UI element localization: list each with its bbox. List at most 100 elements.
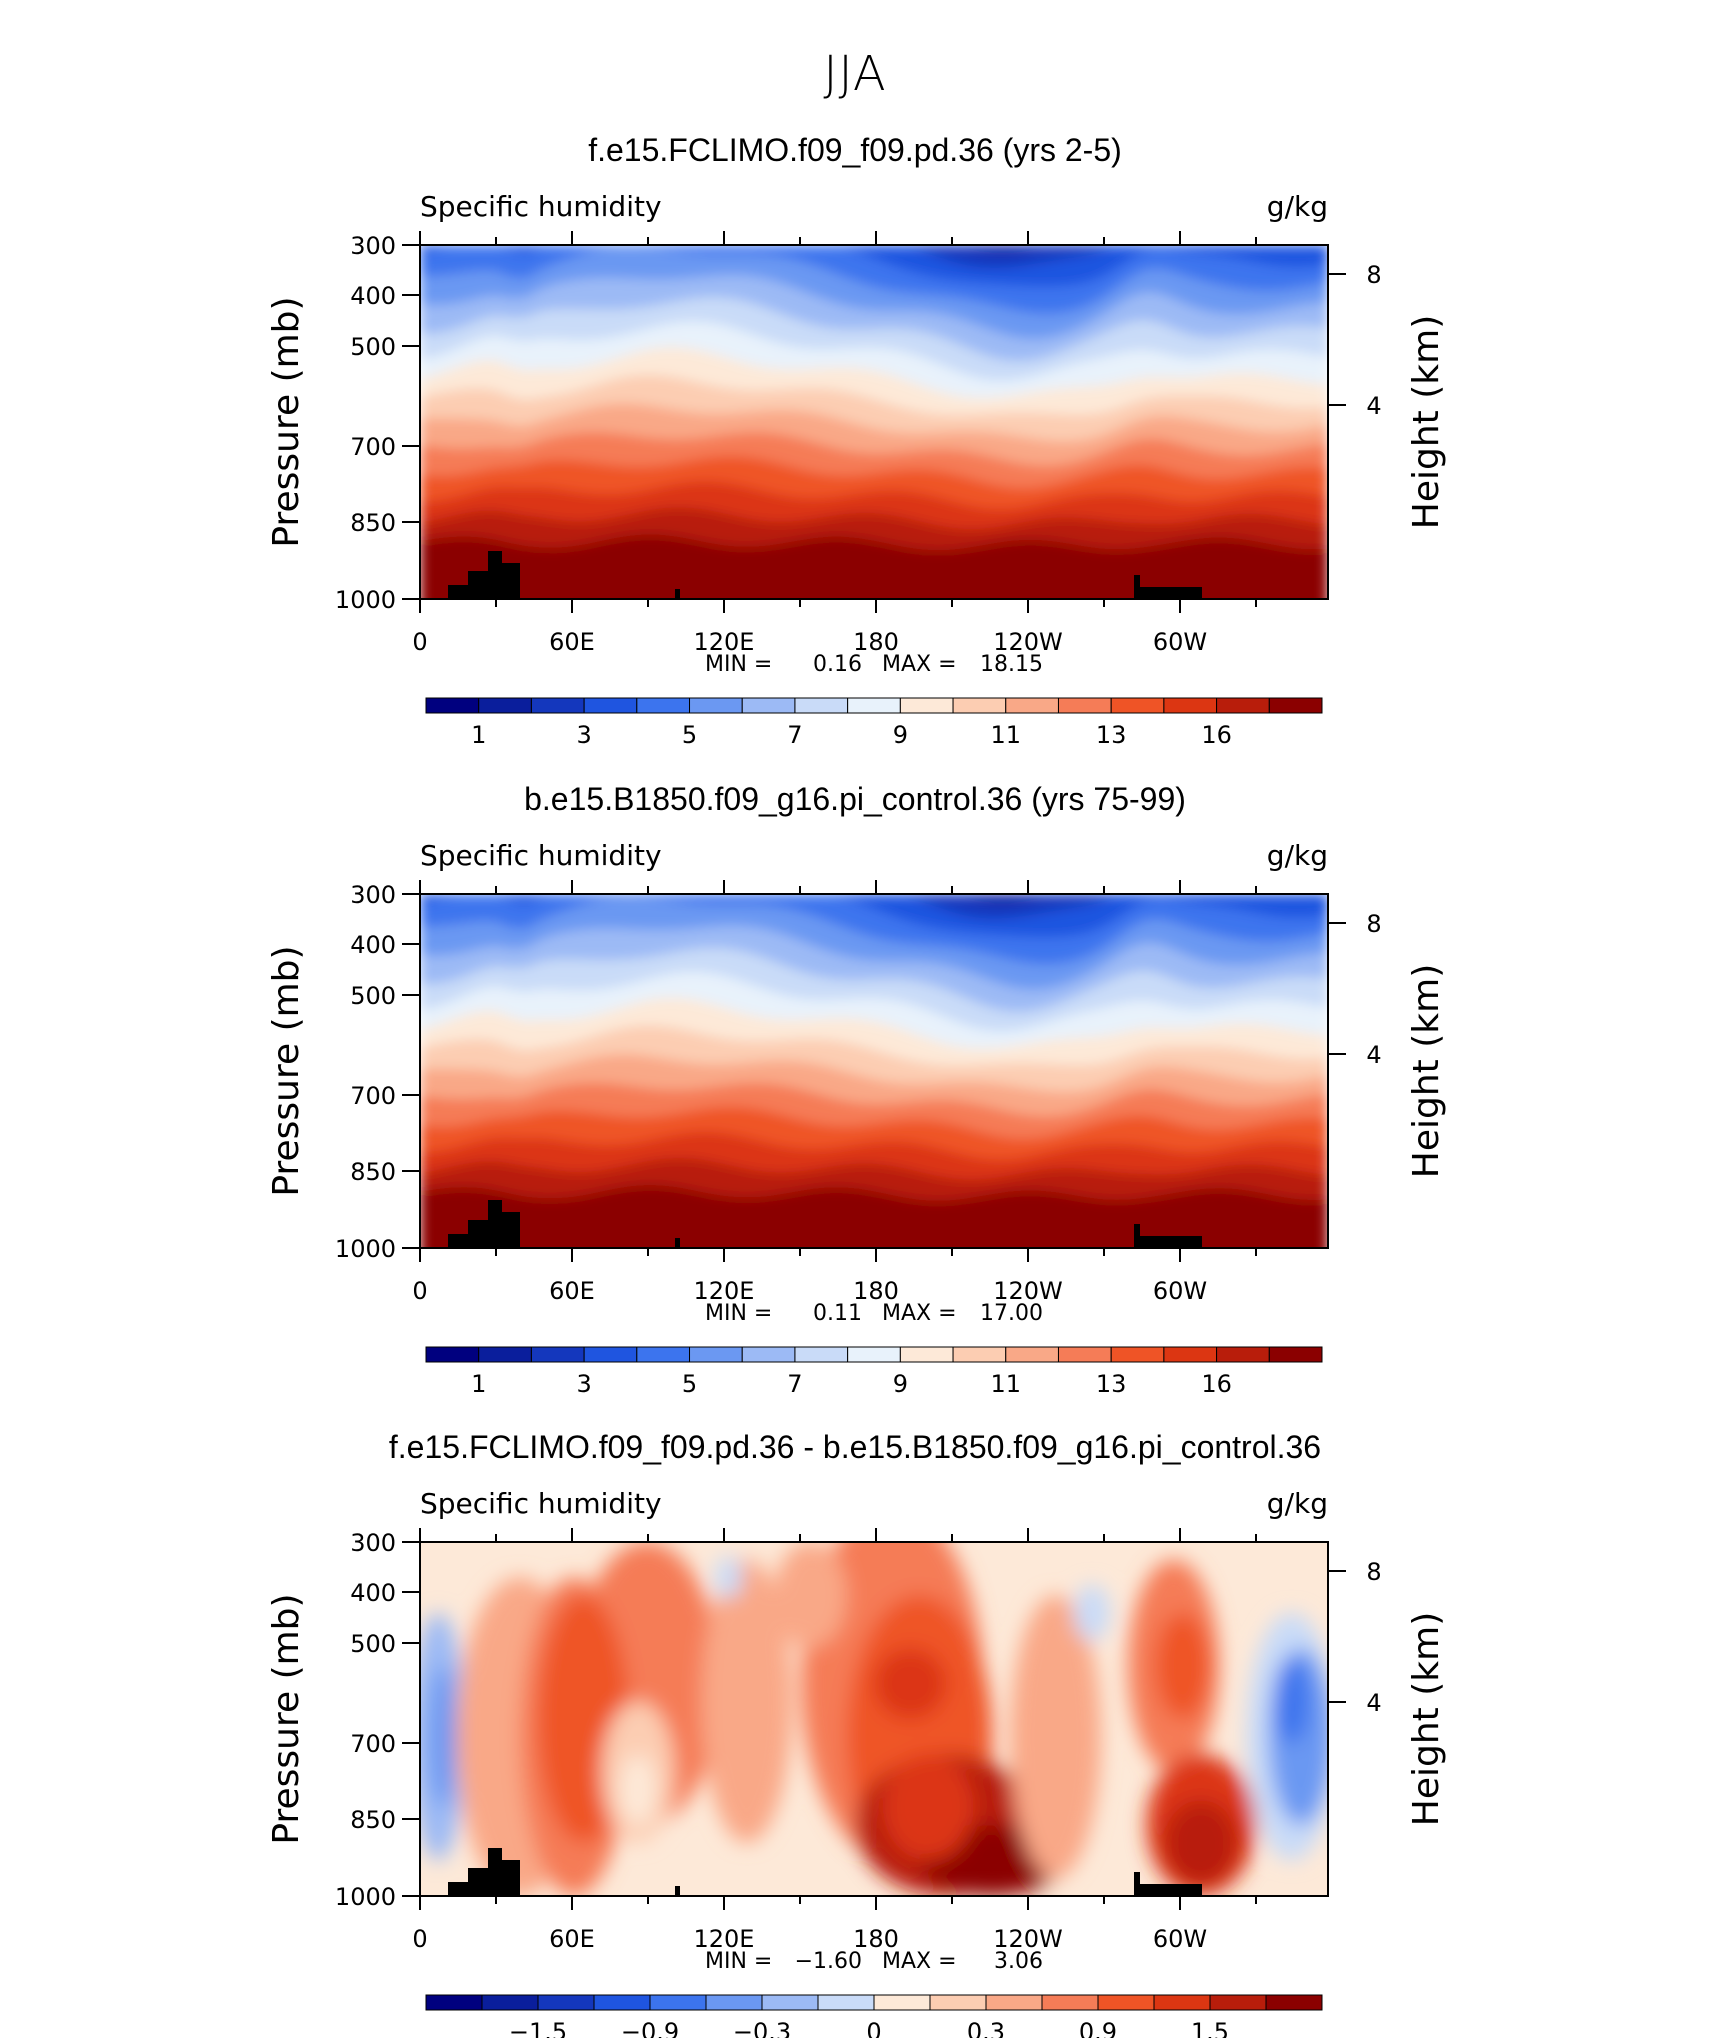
y-axis-title: Pressure (mb) bbox=[266, 945, 307, 1196]
y-tick-label: 850 bbox=[350, 509, 396, 537]
left-label: Specific humidity bbox=[420, 1487, 662, 1520]
terrain-mask bbox=[675, 1886, 680, 1896]
colorbar-label: 7 bbox=[787, 721, 802, 749]
colorbar-swatch bbox=[530, 1346, 585, 1363]
chart-panel-3: f.e15.FCLIMO.f09_f09.pd.36 - b.e15.B1850… bbox=[266, 1429, 1447, 2038]
colorbar-swatch bbox=[1057, 697, 1112, 714]
colorbar-label: 11 bbox=[990, 1370, 1021, 1398]
colorbar-label: 5 bbox=[682, 721, 697, 749]
colorbar-label: 9 bbox=[893, 721, 908, 749]
colorbar-swatch bbox=[741, 697, 796, 714]
contour-layers bbox=[420, 894, 1328, 1248]
contour-band bbox=[874, 1648, 947, 1719]
panel-title: b.e15.B1850.f09_g16.pi_control.36 (yrs 7… bbox=[524, 781, 1186, 817]
contour-band bbox=[715, 1556, 743, 1599]
colorbar-swatch bbox=[636, 1346, 691, 1363]
contour-band bbox=[1273, 1658, 1310, 1744]
min-label: MIN = bbox=[705, 1949, 772, 1974]
colorbar-swatch bbox=[1057, 1346, 1112, 1363]
contour-band bbox=[774, 1542, 847, 1649]
colorbar-swatch bbox=[899, 1346, 954, 1363]
colorbar-swatch bbox=[636, 697, 691, 714]
terrain-mask bbox=[1134, 1224, 1202, 1248]
colorbar-swatch bbox=[761, 1994, 819, 2011]
min-label: MIN = bbox=[705, 1301, 772, 1326]
colorbar-swatch bbox=[1265, 1994, 1323, 2011]
terrain-mask bbox=[675, 589, 680, 599]
colorbar-swatch bbox=[1110, 1346, 1165, 1363]
colorbar-swatch bbox=[583, 1346, 638, 1363]
min-value: 0.16 bbox=[813, 652, 862, 677]
colorbar-swatch bbox=[689, 697, 743, 714]
colorbar-swatch bbox=[1041, 1994, 1099, 2011]
colorbar-label: 5 bbox=[682, 1370, 697, 1398]
colorbar-swatch bbox=[1110, 697, 1165, 714]
plot-frame bbox=[419, 244, 1329, 600]
left-label: Specific humidity bbox=[420, 190, 662, 223]
contour-band bbox=[1010, 1595, 1101, 1879]
x-tick-label: 120W bbox=[993, 1925, 1063, 1953]
colorbar-swatch bbox=[537, 1994, 595, 2011]
colorbar-swatch bbox=[1163, 1346, 1218, 1363]
y-tick-label: 500 bbox=[350, 333, 396, 361]
x-tick-label: 0 bbox=[412, 628, 427, 656]
min-value: 0.11 bbox=[813, 1301, 862, 1326]
colorbar-swatch bbox=[847, 1346, 901, 1363]
colorbar-label: 16 bbox=[1201, 721, 1232, 749]
colorbar-swatch bbox=[478, 697, 532, 714]
x-tick-label: 180 bbox=[853, 1925, 899, 1953]
colorbar: −1.5 −0.9 −0.3 0 0.3 0.9 1.5 bbox=[425, 1994, 1323, 2038]
max-label: MAX = bbox=[882, 1301, 957, 1326]
contour-layers bbox=[420, 245, 1328, 599]
colorbar-swatch bbox=[425, 1346, 480, 1363]
colorbar-label: 0.9 bbox=[1079, 2018, 1117, 2038]
chart-panel-1: f.e15.FCLIMO.f09_f09.pd.36 (yrs 2-5) Spec… bbox=[266, 132, 1447, 749]
right-label: g/kg bbox=[1267, 190, 1328, 223]
right-label: g/kg bbox=[1267, 839, 1328, 872]
y-axis-title-right: Height (km) bbox=[1406, 964, 1447, 1178]
max-label: MAX = bbox=[882, 652, 957, 677]
min-label: MIN = bbox=[705, 652, 772, 677]
colorbar-swatch bbox=[1209, 1994, 1267, 2011]
colorbar-swatch bbox=[1268, 1346, 1323, 1363]
max-value: 3.06 bbox=[994, 1949, 1043, 1974]
colorbar-label: 1.5 bbox=[1191, 2018, 1229, 2038]
x-tick-label: 180 bbox=[853, 628, 899, 656]
contour-band bbox=[420, 534, 1328, 599]
x-tick-label: 60W bbox=[1153, 1925, 1207, 1953]
x-tick-label: 120E bbox=[694, 1925, 755, 1953]
colorbar-swatch bbox=[1153, 1994, 1211, 2011]
colorbar-swatch bbox=[873, 1994, 931, 2011]
colorbar-swatch bbox=[929, 1994, 987, 2011]
colorbar-swatch bbox=[425, 1994, 483, 2011]
colorbar-swatch bbox=[794, 697, 849, 714]
right-tick-label: 4 bbox=[1366, 1689, 1381, 1717]
right-label: g/kg bbox=[1267, 1487, 1328, 1520]
colorbar-label: 0.3 bbox=[967, 2018, 1005, 2038]
colorbar-label: 1 bbox=[471, 721, 486, 749]
terrain-mask bbox=[448, 1848, 520, 1896]
colorbar-swatch bbox=[1268, 697, 1323, 714]
colorbar-swatch bbox=[1163, 697, 1218, 714]
y-tick-label: 850 bbox=[350, 1806, 396, 1834]
y-tick-label: 700 bbox=[350, 1730, 396, 1758]
max-label: MAX = bbox=[882, 1949, 957, 1974]
y-tick-label: 300 bbox=[350, 881, 396, 909]
contour-band bbox=[619, 1754, 657, 1826]
colorbar-label: 1 bbox=[471, 1370, 486, 1398]
left-label: Specific humidity bbox=[420, 839, 662, 872]
right-tick-label: 8 bbox=[1366, 261, 1381, 289]
colorbar-swatch bbox=[705, 1994, 763, 2011]
colorbar-label: 13 bbox=[1096, 721, 1127, 749]
colorbar-label: 16 bbox=[1201, 1370, 1232, 1398]
contour-blobs bbox=[420, 1542, 1328, 1896]
colorbar-swatch bbox=[952, 697, 1007, 714]
page-title: JJA bbox=[823, 46, 887, 102]
right-tick-label: 4 bbox=[1366, 1041, 1381, 1069]
colorbar-label: 7 bbox=[787, 1370, 802, 1398]
y-tick-label: 300 bbox=[350, 232, 396, 260]
panel-title: f.e15.FCLIMO.f09_f09.pd.36 - b.e15.B1850… bbox=[389, 1429, 1321, 1465]
y-tick-label: 500 bbox=[350, 1630, 396, 1658]
y-axis-title-right: Height (km) bbox=[1406, 1612, 1447, 1826]
